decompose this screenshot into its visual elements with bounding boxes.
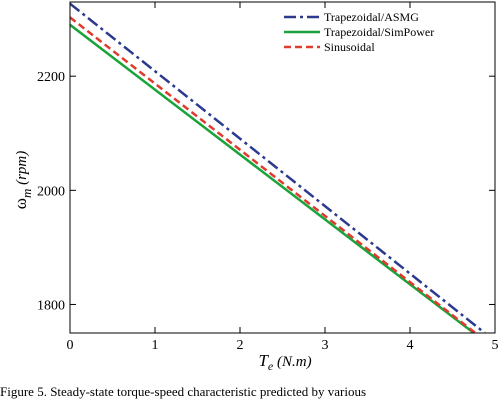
x-axis-title-main: T <box>258 351 269 370</box>
series-layer <box>70 2 486 333</box>
legend: Trapezoidal/ASMGTrapezoidal/SimPowerSinu… <box>284 10 434 54</box>
x-tick-label: 4 <box>407 338 414 353</box>
figure-caption: Figure 5. Steady-state torque-speed char… <box>0 384 367 399</box>
y-axis-title: ωm (rpm) <box>11 151 34 210</box>
series-line-3 <box>70 16 477 333</box>
y-axis-title-unit: (rpm) <box>14 151 30 189</box>
x-tick-label: 1 <box>152 338 159 353</box>
y-tick-label: 1800 <box>37 298 65 313</box>
torque-speed-chart: 0 1 2 3 4 5 1800 2000 2200 Trapezoidal/ASMGTrape… <box>11 1 499 373</box>
series-line-2 <box>70 23 475 333</box>
series-line-1 <box>70 2 486 333</box>
x-tick-label: 3 <box>322 338 329 353</box>
x-tick-label: 2 <box>237 338 244 353</box>
y-tick-label: 2200 <box>37 70 65 85</box>
y-axis-title-sub: m <box>19 189 34 198</box>
x-axis-title: Te (N.m) <box>258 351 311 373</box>
plot-frame <box>69 1 496 334</box>
y-tick-label: 2000 <box>37 184 65 199</box>
legend-label-2: Trapezoidal/SimPower <box>324 25 434 39</box>
x-axis-title-unit: (N.m) <box>273 354 311 370</box>
ticks-layer: 0 1 2 3 4 5 1800 2000 2200 <box>37 2 499 353</box>
x-tick-label: 0 <box>67 338 74 353</box>
x-axis-title-sub: e <box>268 359 274 373</box>
x-tick-label: 5 <box>492 338 499 353</box>
legend-label-1: Trapezoidal/ASMG <box>324 10 419 24</box>
legend-label-3: Sinusoidal <box>324 40 375 54</box>
y-axis-title-main: ω <box>11 198 30 209</box>
